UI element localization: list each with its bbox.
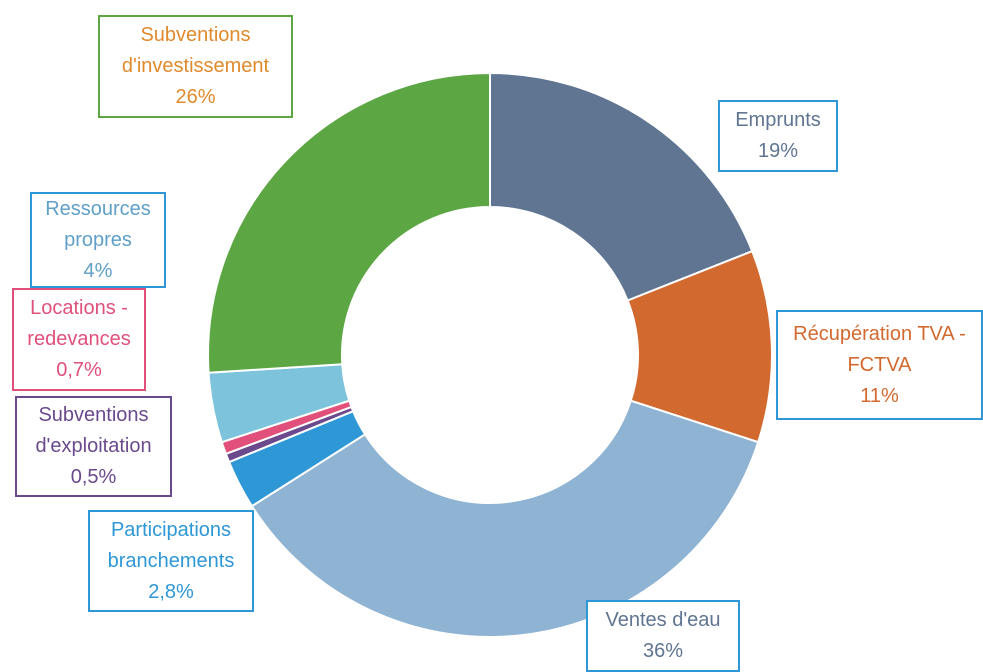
value-label: 11% [860,384,899,407]
donut-slice [207,71,491,374]
value-label: 0,5% [70,466,117,488]
value-label: 0,7% [56,359,102,381]
category-label: Locations - redevances [27,297,131,350]
value-label: 36% [642,640,684,662]
label-box: Subventions d'exploitation 0,5% [15,396,172,497]
label-box: Ventes d'eau 36% [586,600,740,672]
donut-slice [489,71,754,302]
label-box: Ressources propres 4% [30,192,166,288]
donut-slice [250,399,760,638]
category-label: Ventes d'eau [605,609,721,631]
category-label: Ressources propres [45,197,151,251]
value-label: 26% [175,86,216,108]
label-box: Emprunts 19% [718,100,838,172]
label-box: Locations - redevances 0,7% [12,288,146,391]
label-box: Subventions d'investissement 26% [98,15,293,118]
label-box: Récupération TVA - FCTVA 11% [776,310,983,420]
category-label: Emprunts [735,109,821,131]
label-box: Participations branchements 2,8% [88,510,254,612]
category-label: Participations branchements [107,518,235,572]
value-label: 4% [83,259,113,282]
category-label: Subventions d'investissement [121,24,270,77]
value-label: 2,8% [148,580,194,603]
category-label: Récupération TVA - FCTVA [793,322,966,376]
value-label: 19% [757,140,799,162]
category-label: Subventions d'exploitation [35,404,152,457]
